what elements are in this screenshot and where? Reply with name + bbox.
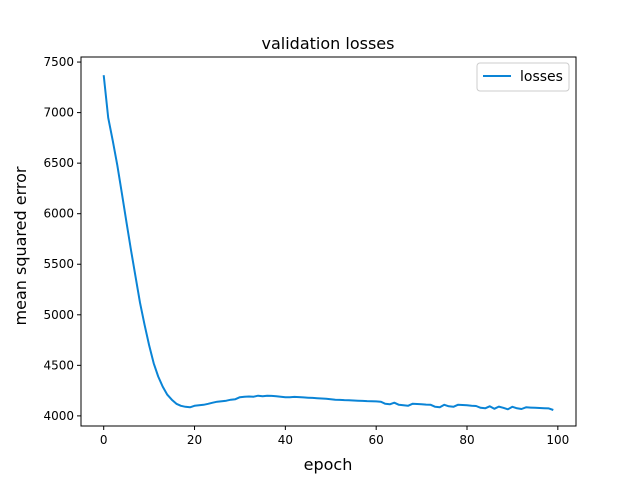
legend: losses bbox=[476, 62, 570, 92]
x-tick-label: 80 bbox=[459, 433, 474, 447]
y-tick-label: 6500 bbox=[43, 156, 74, 170]
y-tick-label: 4000 bbox=[43, 409, 74, 423]
y-tick-label: 5500 bbox=[43, 257, 74, 271]
legend-box bbox=[476, 62, 570, 92]
x-tick-label: 60 bbox=[369, 433, 384, 447]
x-tick-label: 0 bbox=[100, 433, 108, 447]
y-tick-label: 5000 bbox=[43, 308, 74, 322]
x-tick-label: 100 bbox=[546, 433, 569, 447]
x-tick-label: 40 bbox=[278, 433, 293, 447]
chart-title: validation losses bbox=[262, 34, 395, 53]
y-tick-label: 4500 bbox=[43, 358, 74, 372]
x-tick-label: 20 bbox=[187, 433, 202, 447]
plot-layer: 0 20 40 60 80 100 4000 4500 5000 5500 6000 6500 7000… bbox=[43, 55, 577, 447]
series-line-losses bbox=[102, 75, 554, 411]
y-axis-label: mean squared error bbox=[11, 166, 30, 325]
y-tick-label: 6000 bbox=[43, 207, 74, 221]
plot-frame bbox=[80, 56, 577, 427]
y-tick-label: 7500 bbox=[43, 55, 74, 69]
legend-label: losses bbox=[520, 69, 563, 85]
y-tick-label: 7000 bbox=[43, 106, 74, 120]
x-axis-label: epoch bbox=[304, 455, 353, 474]
